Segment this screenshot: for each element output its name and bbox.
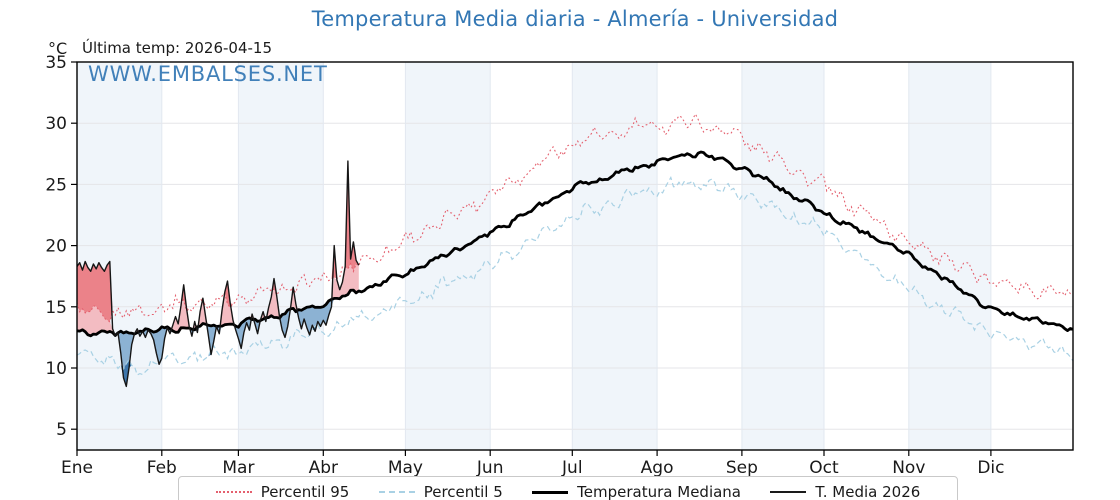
fill-above-median [77, 263, 359, 336]
y-tick-label: 25 [45, 175, 67, 195]
watermark: WWW.EMBALSES.NET [88, 62, 328, 86]
month-band [741, 62, 824, 450]
fill-above-p95 [77, 161, 359, 322]
mediana-line [76, 150, 1074, 338]
x-tick-label: Dic [977, 458, 1004, 478]
legend-swatch-dashed-line-icon [378, 491, 415, 493]
x-tick-label: Sep [726, 458, 758, 478]
x-tick-label: Oct [809, 458, 839, 478]
legend-item-percentil95: Percentil 95 [215, 483, 350, 500]
x-tick-label: Feb [147, 458, 177, 478]
y-tick-label: 20 [45, 237, 67, 257]
x-tick-label: Nov [892, 458, 925, 478]
x-tick-label: Jun [476, 458, 504, 478]
month-band [238, 62, 324, 450]
percentil95-line [76, 112, 1074, 323]
x-tick-label: Jul [561, 458, 583, 478]
last-temp-annotation: Última temp: 2026-04-15 [82, 39, 273, 57]
y-tick-label: 35 [45, 53, 67, 73]
legend-item-tmedia2026: T. Media 2026 [770, 483, 920, 500]
legend-item-percentil5: Percentil 5 [378, 483, 503, 500]
legend-swatch-thin-line-icon [770, 491, 807, 493]
legend: Percentil 95 Percentil 5 Temperatura Med… [178, 476, 958, 500]
percentil5-line [76, 175, 1074, 376]
legend-swatch-thick-line-icon [532, 490, 569, 494]
x-tick-label: Ago [641, 458, 674, 478]
y-axis-unit-label: °C [48, 39, 68, 58]
y-tick-label: 30 [45, 114, 67, 134]
month-band [572, 62, 658, 450]
plot-frame [76, 61, 1074, 451]
x-tick-label: Ene [61, 458, 93, 478]
legend-label: Percentil 5 [423, 483, 503, 500]
x-tick-label: Mar [222, 458, 254, 478]
legend-swatch-dotted-line-icon [215, 491, 252, 493]
legend-item-mediana: Temperatura Mediana [532, 483, 741, 500]
legend-label: Temperatura Mediana [577, 483, 741, 500]
x-tick-label: Abr [309, 458, 338, 478]
month-band [908, 62, 991, 450]
x-tick-label: May [388, 458, 423, 478]
legend-label: T. Media 2026 [815, 483, 921, 500]
y-tick-label: 5 [56, 420, 67, 440]
month-band [77, 62, 162, 450]
legend-label: Percentil 95 [260, 483, 350, 500]
y-tick-label: 15 [45, 298, 67, 318]
y-tick-label: 10 [45, 359, 67, 379]
page-title: Temperatura Media diaria - Almería - Uni… [311, 7, 839, 31]
t-media-2026-line [76, 160, 360, 388]
